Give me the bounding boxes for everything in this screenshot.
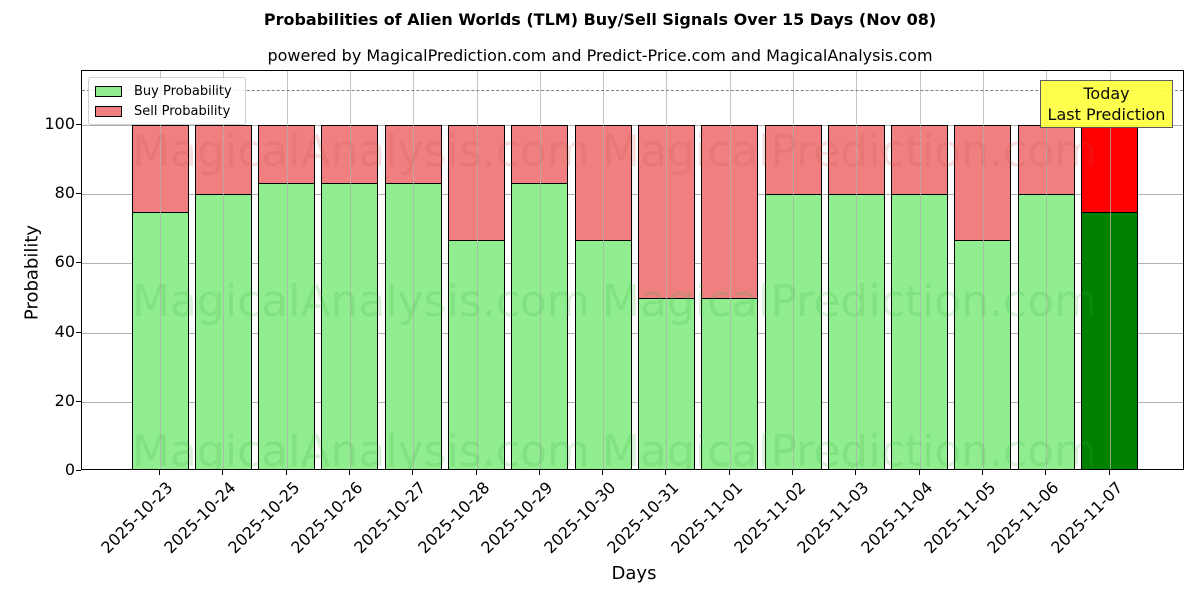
sell-swatch-icon [95,105,122,117]
gridline-v [666,71,668,469]
legend-label-buy: Buy Probability [134,83,232,99]
x-tick-mark [475,470,477,475]
y-tick-mark [76,470,81,471]
y-tick-mark [76,331,81,333]
gridline-v [729,71,731,469]
gridline-v [476,71,478,469]
gridline-v [223,71,225,469]
y-tick-mark [76,193,81,195]
gridline-v [1109,71,1111,469]
gridline-v [793,71,794,469]
annotation-line1: Today [1083,84,1130,103]
gridline-v [982,71,984,469]
gridline-h [82,401,1183,403]
x-tick-mark [665,470,667,475]
x-tick-mark [602,470,604,475]
gridline-v [286,71,288,469]
gridline-v [160,71,161,469]
annotation-line2: Last Prediction [1047,105,1166,124]
x-tick-mark [285,470,287,475]
y-tick-label: 0 [64,460,75,479]
x-tick-mark [159,470,160,475]
legend: Buy Probability Sell Probability [88,77,246,125]
y-tick-label: 40 [54,321,75,341]
y-tick-label: 80 [54,183,75,203]
gridline-h [82,125,1183,126]
chart-subtitle: powered by MagicalPrediction.com and Pre… [267,46,933,65]
gridline-v [1046,71,1048,469]
x-tick-mark [981,470,983,475]
y-axis-label: Probability [21,224,43,321]
x-axis-label: Days [611,563,657,584]
gridline-v [856,71,858,469]
gridline-v [919,71,921,469]
legend-label-sell: Sell Probability [134,103,231,119]
y-tick-mark [76,124,81,125]
gridline-v [349,71,351,469]
x-tick-mark [412,470,414,475]
y-tick-mark [76,262,81,264]
y-tick-label: 100 [44,114,75,133]
x-tick-mark [855,470,857,475]
plot-area: MagicalAnalysis.comMagicalPrediction.com… [81,70,1184,470]
x-tick-mark [728,470,730,475]
y-tick-label: 20 [54,390,75,410]
legend-item-buy: Buy Probability [95,82,232,100]
gridline-v [413,71,415,469]
gridline-h [82,194,1183,196]
gridline-v [603,71,605,469]
today-annotation: Today Last Prediction [1040,80,1173,128]
x-tick-mark [1108,470,1110,475]
x-tick-mark [1045,470,1047,475]
chart-title: Probabilities of Alien Worlds (TLM) Buy/… [263,10,937,29]
gridline-h [82,263,1183,265]
buy-swatch-icon [95,85,122,97]
x-tick-mark [792,470,793,475]
x-tick-mark [538,470,540,475]
x-tick-mark [222,470,224,475]
y-tick-mark [76,400,81,402]
x-tick-mark [918,470,920,475]
gridline-h [82,332,1183,334]
gridline-v [539,71,541,469]
legend-item-sell: Sell Probability [95,102,230,120]
y-tick-label: 60 [54,252,75,272]
x-tick-mark [348,470,350,475]
reference-line [82,90,1183,92]
